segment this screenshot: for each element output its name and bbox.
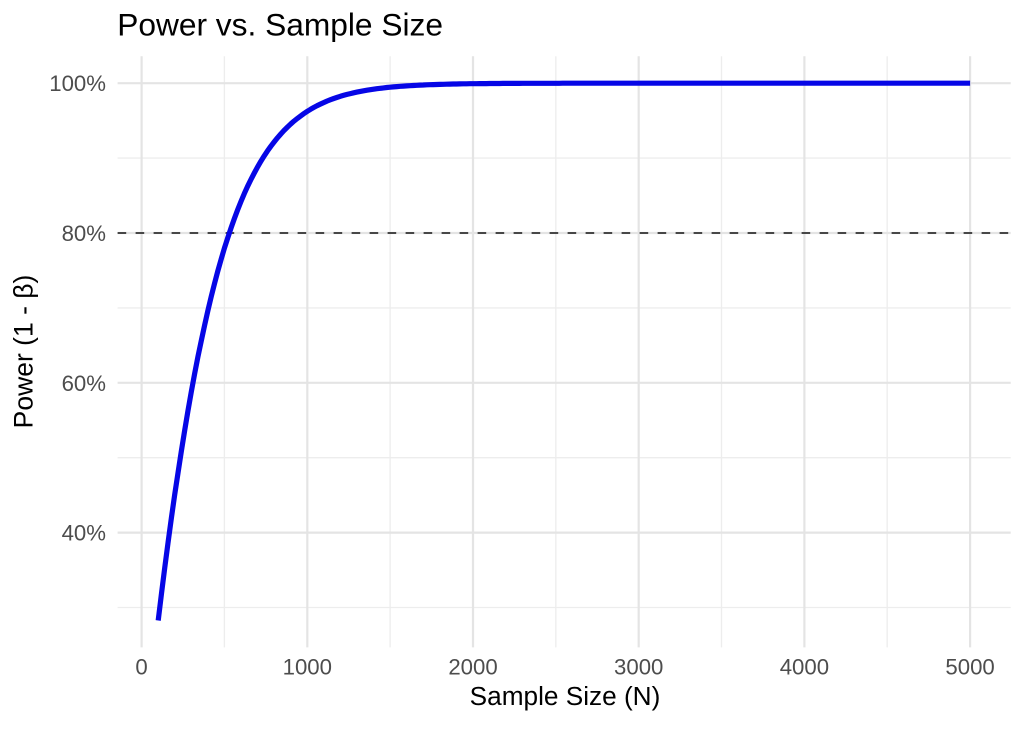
svg-text:2000: 2000 bbox=[448, 655, 497, 680]
svg-text:0: 0 bbox=[135, 655, 147, 680]
svg-text:3000: 3000 bbox=[614, 655, 663, 680]
svg-text:5000: 5000 bbox=[945, 655, 994, 680]
svg-text:1000: 1000 bbox=[283, 655, 332, 680]
svg-text:Power (1 - β): Power (1 - β) bbox=[8, 275, 38, 429]
svg-text:60%: 60% bbox=[62, 371, 106, 396]
svg-text:100%: 100% bbox=[49, 71, 106, 96]
svg-text:4000: 4000 bbox=[780, 655, 829, 680]
svg-text:Power vs. Sample Size: Power vs. Sample Size bbox=[117, 7, 443, 43]
svg-text:Sample Size (N): Sample Size (N) bbox=[470, 681, 661, 711]
svg-text:40%: 40% bbox=[62, 521, 106, 546]
svg-text:80%: 80% bbox=[62, 221, 106, 246]
